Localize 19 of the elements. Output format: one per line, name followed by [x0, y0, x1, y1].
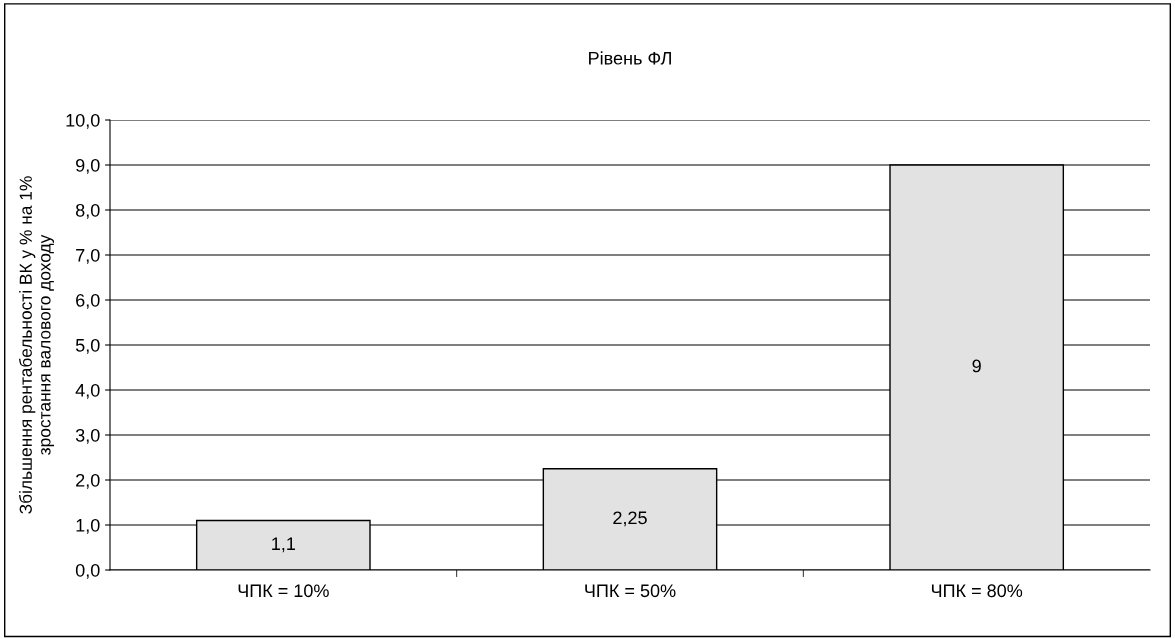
y-tick-label: 0,0 — [75, 563, 100, 579]
data-label: 9 — [972, 359, 981, 373]
data-label: 1,1 — [272, 537, 295, 553]
y-tick-label: 10,0 — [66, 113, 100, 129]
x-tick-label: ЧПК = 10% — [238, 584, 329, 598]
y-tick-label: 2,0 — [76, 473, 100, 489]
y-tick-label: 9,0 — [76, 158, 100, 174]
y-tick-label: 4,0 — [75, 383, 100, 399]
y-axis-title: Збільшення рентабельності ВК у % на 1% зростання валового доходу — [18, 176, 55, 514]
y-tick-label: 1,0 — [76, 518, 100, 534]
y-tick-label: 7,0 — [76, 248, 100, 264]
x-tick-label: ЧПК = 50% — [585, 584, 676, 598]
y-tick-label: 8,0 — [75, 203, 100, 219]
data-label: 2,25 — [613, 511, 647, 527]
y-tick-label: 3,0 — [75, 428, 100, 444]
chart-title: Рівень ФЛ — [589, 51, 671, 65]
x-tick-label: ЧПК = 80% — [931, 584, 1023, 598]
y-tick-label: 5,0 — [75, 338, 100, 354]
y-tick-label: 6,0 — [76, 293, 100, 309]
